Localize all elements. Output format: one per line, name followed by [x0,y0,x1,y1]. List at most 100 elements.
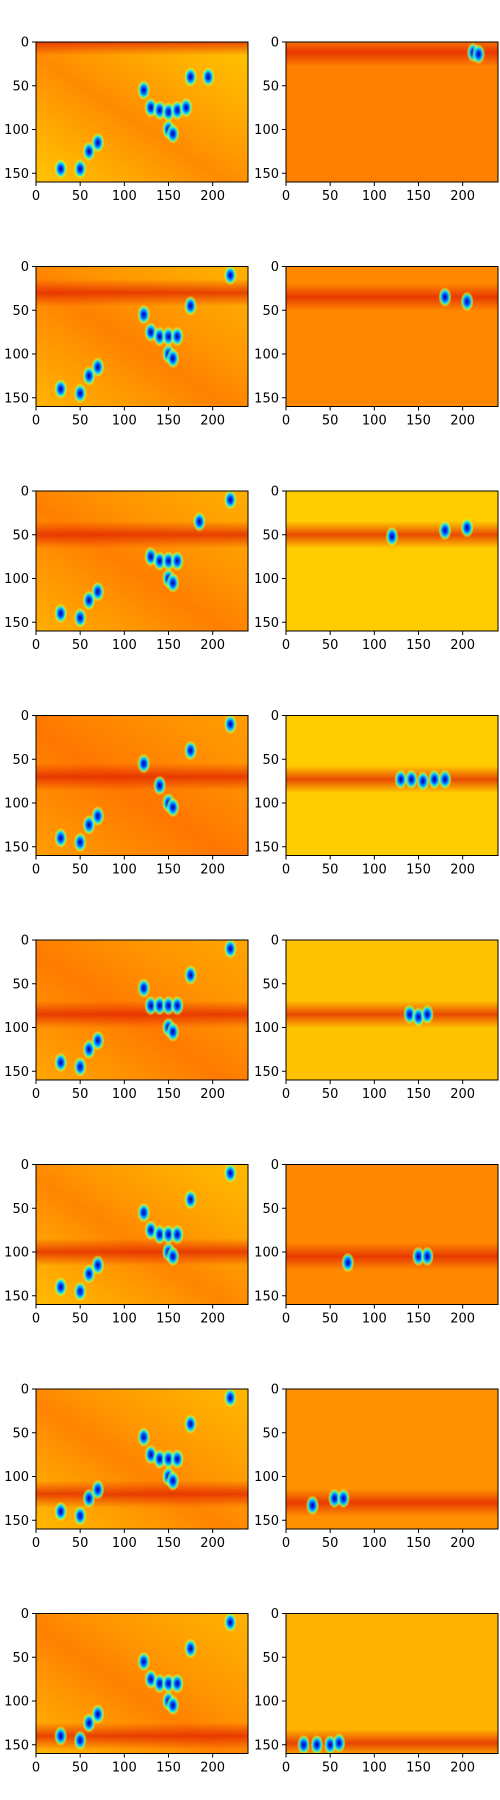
y-tick-label: 0 [271,1607,279,1622]
heat-blob [385,526,399,547]
heat-blob [54,379,68,399]
x-tick-label: 0 [282,1536,290,1551]
x-tick-label: 150 [406,863,431,878]
panel-background [286,491,498,631]
heat-blob [91,357,105,378]
y-tick-label: 100 [254,1470,279,1485]
x-tick-label: 50 [72,414,89,429]
x-tick-label: 100 [112,189,137,204]
y-tick-label: 0 [271,485,279,500]
heat-blob [223,1164,237,1184]
x-tick-label: 200 [200,189,225,204]
y-tick-label: 50 [262,304,279,319]
y-tick-label: 50 [12,528,29,543]
panel-r5-c2: 0 50 100 150 200 0 50 100 150 [254,934,499,1102]
heat-blob [73,383,87,404]
heat-blob [438,287,452,308]
heat-blob [179,97,193,118]
heat-blob [184,965,198,985]
x-tick-label: 150 [406,414,431,429]
panel-r5-c1: 0 50 100 150 200 0 50 100 150 [4,934,249,1102]
focus-band [36,1000,248,1028]
y-tick-label: 50 [262,753,279,768]
x-tick-label: 200 [200,1087,225,1102]
panel-frame [285,939,499,1081]
x-tick-label: 50 [322,1536,339,1551]
y-tick-label: 0 [21,36,29,51]
panel-r7-c1: 0 50 100 150 200 0 50 100 150 [4,1383,249,1551]
y-tick-label: 100 [254,123,279,138]
heat-blob [170,326,184,347]
panel-frame [35,939,249,1081]
y-tick-label: 150 [4,1065,29,1080]
y-tick-label: 50 [12,753,29,768]
focus-band [36,521,248,549]
y-tick-label: 100 [4,572,29,587]
y-tick-label: 150 [4,391,29,406]
y-tick-label: 100 [254,797,279,812]
heat-blob [54,603,68,624]
heat-blob [184,67,198,87]
focus-band [36,1238,248,1266]
y-tick-label: 100 [4,797,29,812]
x-tick-label: 100 [112,1087,137,1102]
heat-blob [91,806,105,827]
heat-blob [472,44,486,65]
heat-blob [192,511,206,532]
focus-band [36,42,248,56]
heat-blob [54,828,68,848]
heat-blob [223,1613,237,1633]
x-tick-label: 100 [362,1761,387,1776]
x-tick-label: 200 [450,638,475,653]
x-tick-label: 0 [32,863,40,878]
x-tick-label: 100 [362,1536,387,1551]
y-tick-label: 50 [12,1202,29,1217]
panel-r8-c1: 0 50 100 150 200 0 50 100 150 [4,1607,249,1776]
heat-blob [184,1414,198,1434]
y-tick-label: 150 [254,1289,279,1304]
heat-blob [137,1202,151,1223]
panel-r7-c2: 0 50 100 150 200 0 50 100 150 [254,1383,499,1551]
y-tick-label: 100 [4,1246,29,1261]
x-tick-label: 200 [200,863,225,878]
heat-blob [54,1726,68,1746]
y-tick-label: 100 [254,1246,279,1261]
x-tick-label: 0 [32,414,40,429]
y-tick-label: 0 [21,485,29,500]
heat-blob [336,1488,350,1509]
x-tick-label: 200 [200,638,225,653]
y-tick-label: 0 [21,1607,29,1622]
heat-blob [166,572,180,593]
x-tick-label: 100 [112,414,137,429]
panel-frame [285,1613,499,1754]
y-tick-label: 50 [262,977,279,992]
y-tick-label: 50 [12,1651,29,1666]
heat-blob [54,158,68,179]
y-tick-label: 150 [254,840,279,855]
x-tick-label: 0 [32,189,40,204]
x-tick-label: 50 [322,189,339,204]
panel-frame [35,715,249,856]
diagonal-band [36,42,248,182]
x-tick-label: 0 [282,1312,290,1327]
panel-frame [35,1613,249,1754]
y-tick-label: 50 [12,79,29,94]
x-tick-label: 0 [282,638,290,653]
x-tick-label: 150 [156,1087,181,1102]
y-tick-label: 50 [12,1426,29,1441]
x-tick-label: 50 [72,638,89,653]
y-tick-label: 0 [21,709,29,724]
panel-frame [285,1164,499,1305]
heat-blob [54,1277,68,1297]
x-tick-label: 150 [406,1312,431,1327]
heat-blob [153,775,167,796]
x-tick-label: 50 [72,1087,89,1102]
heat-blob [306,1495,319,1516]
heat-blob [73,1281,87,1302]
panel-r6-c1: 0 50 100 150 200 0 50 100 150 [4,1158,249,1327]
x-tick-label: 150 [156,1312,181,1327]
heat-blob [91,1479,105,1500]
heat-blob [223,266,237,286]
heat-blob [460,291,474,312]
y-tick-label: 150 [4,840,29,855]
